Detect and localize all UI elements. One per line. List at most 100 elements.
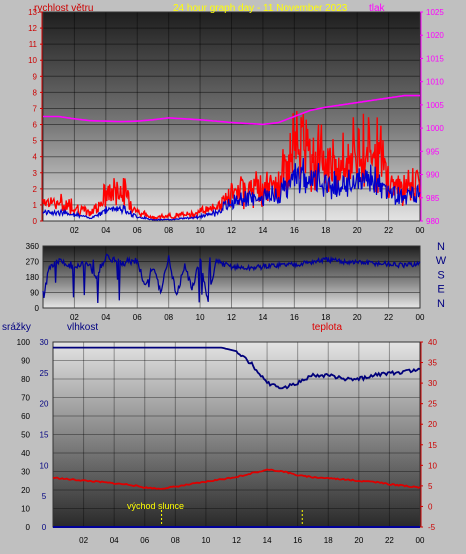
sunrise-label: východ slunce — [127, 501, 184, 511]
rain-humidity-temp-series — [52, 346, 421, 528]
x-tick-label-11: 00 — [416, 226, 425, 235]
humidity-tick-label-0: 0 — [26, 523, 31, 532]
rain-tick-label-6: 30 — [40, 338, 49, 347]
dir-x-tick-label-6: 14 — [258, 313, 267, 322]
bot-x-tick-label-2: 06 — [140, 536, 149, 545]
left-tick-label-2: 2 — [33, 185, 38, 194]
temp-tick-label-0: -5 — [428, 523, 436, 532]
right-tick-label-8: 1020 — [426, 31, 444, 40]
compass-label-1: W — [436, 255, 447, 267]
compass-label-2: S — [437, 269, 444, 281]
humidity-tick-label-6: 60 — [21, 412, 30, 421]
right-tick-label-1: 985 — [426, 194, 440, 203]
x-tick-label-2: 06 — [133, 226, 142, 235]
dir-tick-label-4: 360 — [26, 242, 40, 251]
right-tick-label-0: 980 — [426, 217, 440, 226]
temp-tick-label-5: 20 — [428, 420, 437, 429]
temp-tick-label-7: 30 — [428, 379, 437, 388]
left-tick-label-13: 13 — [28, 8, 37, 17]
temp-tick-label-6: 25 — [428, 400, 437, 409]
left-tick-label-6: 6 — [33, 121, 38, 130]
x-tick-label-0: 02 — [70, 226, 79, 235]
dir-x-tick-label-9: 20 — [353, 313, 362, 322]
bot-x-tick-label-11: 00 — [416, 536, 425, 545]
rain-tick-label-5: 25 — [40, 369, 49, 378]
left-tick-label-0: 0 — [33, 217, 38, 226]
temp-tick-label-4: 15 — [428, 441, 437, 450]
humidity-tick-label-1: 10 — [21, 505, 30, 514]
left-tick-label-10: 10 — [28, 56, 37, 65]
humidity-tick-label-3: 30 — [21, 468, 30, 477]
bot-x-tick-label-7: 16 — [293, 536, 302, 545]
dir-x-tick-label-10: 22 — [384, 313, 393, 322]
x-tick-label-7: 16 — [290, 226, 299, 235]
dir-tick-label-2: 180 — [26, 273, 40, 282]
x-tick-label-6: 14 — [258, 226, 267, 235]
right-tick-label-9: 1025 — [426, 8, 444, 17]
rain-humidity-temp-chart-background — [53, 342, 420, 527]
series-avg-wind-line — [42, 157, 421, 221]
bot-x-tick-label-3: 08 — [171, 536, 180, 545]
bot-x-tick-label-9: 20 — [354, 536, 363, 545]
x-tick-label-10: 22 — [384, 226, 393, 235]
pressure-axis-label: tlak — [369, 3, 386, 14]
dir-x-tick-label-8: 18 — [321, 313, 330, 322]
humidity-tick-label-8: 80 — [21, 375, 30, 384]
compass-label-3: E — [437, 284, 444, 296]
dir-tick-label-0: 0 — [35, 304, 40, 313]
left-tick-label-7: 7 — [33, 104, 38, 113]
right-tick-label-4: 1000 — [426, 124, 444, 133]
x-tick-label-3: 08 — [164, 226, 173, 235]
series-wind-direction-line — [42, 253, 421, 304]
humidity-tick-label-4: 40 — [21, 449, 30, 458]
dir-x-tick-label-5: 12 — [227, 313, 236, 322]
compass-label-0: N — [437, 241, 445, 253]
bot-x-tick-label-10: 22 — [385, 536, 394, 545]
bot-x-tick-label-4: 10 — [201, 536, 210, 545]
wind-direction-series — [42, 253, 421, 304]
humidity-tick-label-2: 20 — [21, 486, 30, 495]
left-tick-label-8: 8 — [33, 88, 38, 97]
dir-x-tick-label-2: 06 — [133, 313, 142, 322]
x-tick-label-4: 10 — [196, 226, 205, 235]
temperature-axis-label: teplota — [312, 322, 342, 333]
rain-tick-label-1: 5 — [42, 492, 47, 501]
humidity-tick-label-9: 90 — [21, 357, 30, 366]
dir-x-tick-label-7: 16 — [290, 313, 299, 322]
wind-pressure-series — [42, 94, 421, 222]
right-tick-label-3: 995 — [426, 147, 440, 156]
rain-axis-label: srážky — [2, 322, 31, 333]
dir-tick-label-1: 90 — [30, 289, 39, 298]
left-tick-label-12: 12 — [28, 24, 37, 33]
right-tick-label-5: 1005 — [426, 101, 444, 110]
dir-x-tick-label-1: 04 — [101, 313, 110, 322]
series-pressure-line — [43, 94, 420, 126]
dir-x-tick-label-0: 02 — [70, 313, 79, 322]
x-tick-label-1: 04 — [101, 226, 110, 235]
dir-x-tick-label-11: 00 — [416, 313, 425, 322]
dir-x-tick-label-4: 10 — [196, 313, 205, 322]
humidity-tick-label-7: 70 — [21, 394, 30, 403]
left-tick-label-11: 11 — [29, 40, 38, 49]
bot-x-tick-label-1: 04 — [110, 536, 119, 545]
compass-label-4: N — [437, 298, 445, 310]
temp-tick-label-3: 10 — [428, 461, 437, 470]
series-temperature-line — [52, 468, 421, 490]
rain-tick-label-3: 15 — [40, 431, 49, 440]
bot-x-tick-label-0: 02 — [79, 536, 88, 545]
rain-tick-label-0: 0 — [42, 523, 47, 532]
temp-tick-label-1: 0 — [428, 502, 433, 511]
chart-title: 24 hour graph day - 11 November 2023 — [173, 3, 348, 14]
humidity-tick-label-10: 100 — [17, 338, 31, 347]
right-tick-label-7: 1015 — [426, 54, 444, 63]
left-tick-label-4: 4 — [33, 153, 38, 162]
right-tick-label-6: 1010 — [426, 78, 444, 87]
series-humidity-line — [53, 346, 421, 390]
left-tick-label-9: 9 — [33, 72, 38, 81]
right-tick-label-2: 990 — [426, 171, 440, 180]
dir-tick-label-3: 270 — [26, 258, 40, 267]
rain-tick-label-2: 10 — [40, 461, 49, 470]
